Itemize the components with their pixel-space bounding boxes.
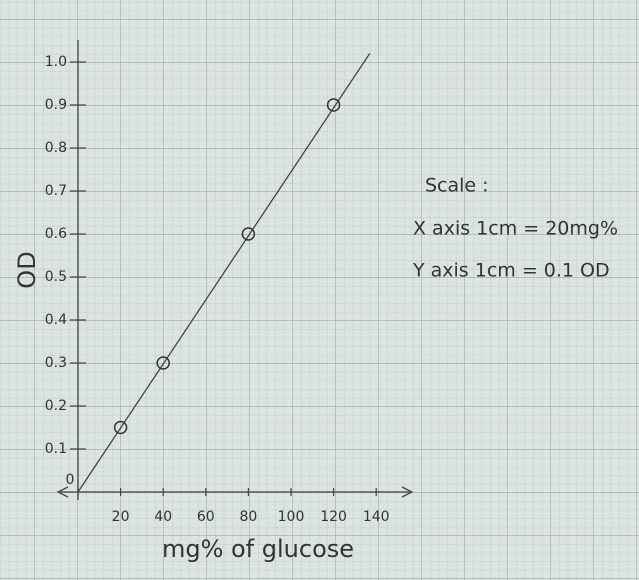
y-tick-label: 0.7 bbox=[45, 183, 67, 199]
y-tick-label: 0.8 bbox=[45, 140, 67, 156]
y-tick-label: 0.5 bbox=[45, 269, 67, 285]
x-tick-label: 120 bbox=[320, 509, 347, 525]
x-tick-label: 60 bbox=[197, 509, 215, 525]
grid-paper bbox=[0, 0, 639, 580]
y-tick-label: 0.3 bbox=[45, 355, 67, 371]
annotation: X axis 1cm = 20mg% bbox=[413, 218, 618, 240]
x-tick-label: 100 bbox=[278, 509, 305, 525]
y-tick-label: 0.4 bbox=[45, 312, 67, 328]
x-tick-label: 40 bbox=[154, 509, 172, 525]
annotation: Scale : bbox=[425, 175, 489, 197]
page: mg% of glucose OD Scale : X axis 1cm = 2… bbox=[0, 0, 639, 580]
y-tick-label: 0.9 bbox=[45, 97, 67, 113]
x-tick-label: 80 bbox=[239, 509, 257, 525]
chart: mg% of glucose OD Scale : X axis 1cm = 2… bbox=[0, 0, 639, 580]
y-tick-label: 0.2 bbox=[45, 398, 67, 414]
y-tick-label: 0.1 bbox=[45, 441, 67, 457]
y-tick-label: 1.0 bbox=[45, 54, 67, 70]
x-tick-label: 20 bbox=[112, 509, 130, 525]
y-tick-label: 0.6 bbox=[45, 226, 67, 242]
x-axis-label: mg% of glucose bbox=[162, 535, 354, 563]
annotation: Y axis 1cm = 0.1 OD bbox=[412, 260, 610, 282]
x-tick-label: 140 bbox=[363, 509, 390, 525]
y-axis-label: OD bbox=[13, 251, 41, 288]
x-tick-label: 0 bbox=[66, 472, 75, 488]
